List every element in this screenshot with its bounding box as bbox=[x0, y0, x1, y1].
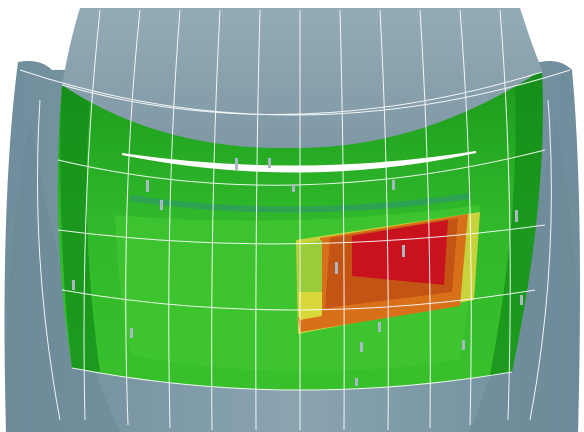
blue-speckle-zone bbox=[129, 193, 471, 213]
hot-lightgreen bbox=[298, 240, 322, 292]
hot-yellow-corner bbox=[298, 292, 322, 320]
surface-marks bbox=[72, 158, 523, 386]
mesh-lines bbox=[19, 9, 571, 431]
hot-red bbox=[352, 220, 448, 285]
slot bbox=[121, 151, 477, 173]
body-shade bbox=[5, 120, 579, 432]
